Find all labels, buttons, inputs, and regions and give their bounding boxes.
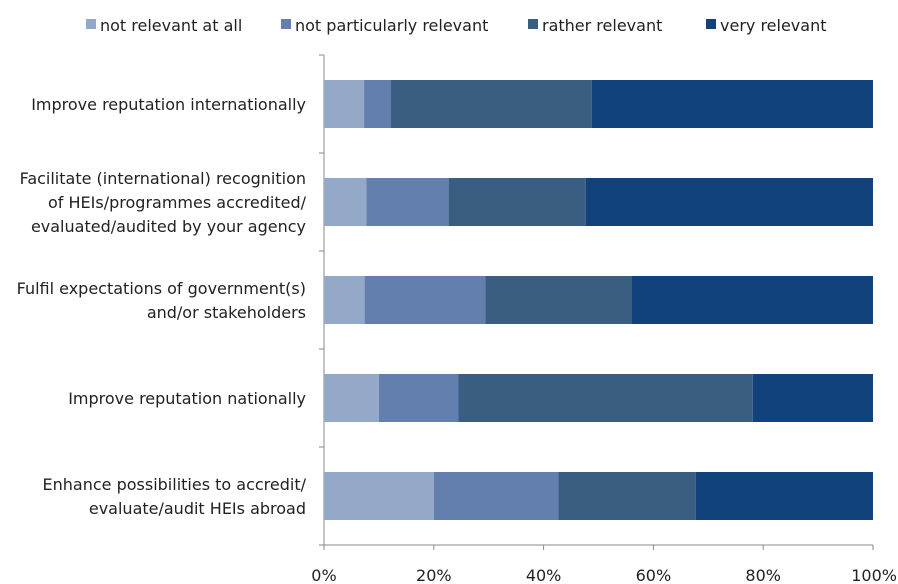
category-label-line: Improve reputation nationally — [68, 389, 306, 408]
legend-label: not particularly relevant — [295, 16, 488, 35]
bar-segment — [585, 178, 873, 226]
x-tick-label: 20% — [416, 566, 452, 584]
bar-segment — [324, 276, 365, 324]
category-labels: Improve reputation internationally Facili… — [17, 95, 307, 518]
category-label-line: and/or stakeholders — [147, 303, 306, 322]
bar-segment — [458, 374, 753, 422]
bar-stack — [324, 178, 873, 226]
x-tick-label: 100% — [851, 566, 897, 584]
bar-segment — [558, 472, 696, 520]
bar-segment — [433, 472, 559, 520]
bar-segment — [324, 178, 367, 226]
category-label-line: Enhance possibilities to accredit/ — [43, 475, 307, 494]
bar-segment — [378, 374, 459, 422]
bar-stack — [324, 276, 873, 324]
bar-stack — [324, 80, 873, 128]
bar-segment — [448, 178, 586, 226]
bars — [324, 80, 873, 520]
bar-segment — [485, 276, 632, 324]
category-label-line: Fulfil expectations of government(s) — [17, 279, 306, 298]
bar-stack — [324, 374, 873, 422]
category-label: Fulfil expectations of government(s) and/… — [17, 279, 306, 322]
bar-segment — [324, 374, 379, 422]
legend-swatch — [528, 19, 538, 29]
legend: not relevant at all not particularly rele… — [86, 16, 827, 35]
category-label-line: Improve reputation internationally — [31, 95, 306, 114]
legend-swatch — [706, 19, 716, 29]
bar-segment — [364, 276, 486, 324]
bar-segment — [390, 80, 592, 128]
category-label: Improve reputation nationally — [68, 389, 306, 408]
bar-segment — [324, 80, 365, 128]
legend-item: very relevant — [706, 16, 827, 35]
category-label: Improve reputation internationally — [31, 95, 306, 114]
x-tick-label: 40% — [526, 566, 562, 584]
category-label: Enhance possibilities to accredit/evalua… — [43, 475, 307, 518]
legend-item: rather relevant — [528, 16, 662, 35]
bar-segment — [695, 472, 873, 520]
bar-segment — [364, 80, 391, 128]
bar-segment — [591, 80, 873, 128]
x-tick-label: 80% — [745, 566, 781, 584]
category-label-line: Facilitate (international) recognition — [20, 169, 306, 188]
x-tick-label: 0% — [311, 566, 336, 584]
bar-segment — [324, 472, 434, 520]
category-label-line: evaluate/audit HEIs abroad — [89, 499, 306, 518]
legend-item: not relevant at all — [86, 16, 242, 35]
x-tick-labels: 0% 20% 40% 60% 80% 100% — [311, 566, 897, 584]
x-tick-label: 60% — [636, 566, 672, 584]
bar-segment — [752, 374, 873, 422]
legend-label: very relevant — [720, 16, 827, 35]
category-label-line: evaluated/audited by your agency — [31, 217, 306, 236]
legend-label: rather relevant — [542, 16, 662, 35]
category-label: Facilitate (international) recognition of… — [20, 169, 307, 236]
bar-segment — [366, 178, 449, 226]
legend-label: not relevant at all — [100, 16, 242, 35]
legend-swatch — [281, 19, 291, 29]
category-label-line: of HEIs/programmes accredited/ — [48, 193, 307, 212]
legend-swatch — [86, 19, 96, 29]
bar-segment — [631, 276, 873, 324]
bar-stack — [324, 472, 873, 520]
legend-item: not particularly relevant — [281, 16, 488, 35]
